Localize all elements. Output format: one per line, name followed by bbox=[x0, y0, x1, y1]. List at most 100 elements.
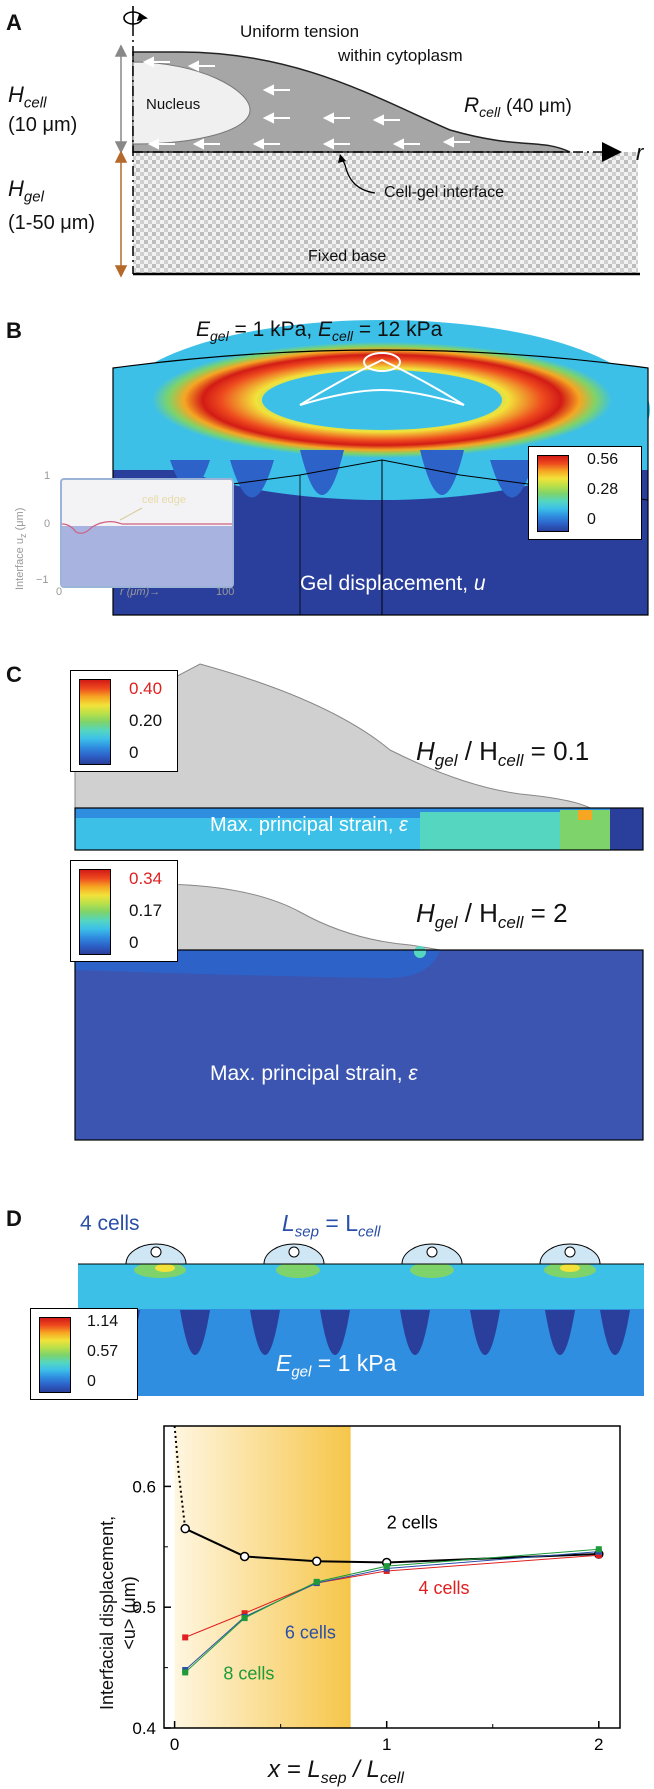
chart-ylabel-line2: <u> (μm) bbox=[119, 1576, 139, 1650]
bottom-ratio-a: H bbox=[416, 898, 435, 928]
colorbar-d: 1.14 0.57 0 bbox=[30, 1308, 138, 1400]
fixed-base-label: Fixed base bbox=[308, 248, 387, 265]
egel-label: Egel = 1 kPa bbox=[276, 1350, 396, 1381]
bottom-ratio-b-sub: cell bbox=[497, 913, 524, 933]
colorbar-c-bottom: 0.34 0.17 0 bbox=[70, 860, 178, 962]
inset-annotation: cell edge bbox=[142, 494, 187, 506]
lsep-label: Lsep = Lcell bbox=[282, 1210, 381, 1241]
h-gel-value: (1-50 μm) bbox=[8, 212, 96, 234]
egel-val: = 1 kPa bbox=[311, 1350, 397, 1376]
y-tick-label-2: 0.6 bbox=[132, 1477, 156, 1496]
lsep-eq: = L bbox=[318, 1210, 358, 1236]
panel-d-contour bbox=[78, 1243, 644, 1396]
series-point-3-0 bbox=[182, 1669, 189, 1676]
bottom-strain-text: Max. principal strain, bbox=[210, 1062, 409, 1085]
colorbar-b-scale bbox=[537, 455, 569, 532]
colorbar-b-mid: 0.28 bbox=[587, 481, 619, 498]
panel-c-letter: C bbox=[6, 662, 22, 687]
gel-block bbox=[133, 152, 638, 274]
colorbar-c-bottom-max: 0.34 bbox=[129, 869, 163, 888]
h-gel-label: Hgel bbox=[8, 176, 44, 205]
inset-fill bbox=[62, 526, 232, 586]
panel-a-letter: A bbox=[6, 10, 22, 35]
panel-c: C 0.40 0.20 0 Hgel / Hcell = 0.1 Max. pr… bbox=[0, 660, 654, 1160]
d-nuclei bbox=[150, 1246, 576, 1258]
series-point-1-4 bbox=[595, 1552, 602, 1559]
series-point-3-1 bbox=[241, 1615, 248, 1622]
x-tick-label-0: 0 bbox=[170, 1735, 179, 1754]
title-e-gel-val: = 1 kPa, bbox=[228, 318, 319, 341]
x-tick-label-1: 1 bbox=[382, 1735, 391, 1754]
colorbar-c-top: 0.40 0.20 0 bbox=[70, 670, 178, 772]
chart-ylabel-line1: Interfacial displacement, bbox=[97, 1515, 117, 1710]
r-cell-label: Rcell (40 μm) bbox=[464, 94, 572, 120]
top-strain-text: Max. principal strain, bbox=[210, 814, 399, 836]
chart-xlabel-x: x bbox=[268, 1756, 280, 1783]
panel-d: D 4 cells Lsep = Lcell Egel = 1 kPa 1.14… bbox=[0, 1200, 654, 1400]
colorbar-c-top-min: 0 bbox=[129, 743, 139, 762]
bottom-ratio-b: / H bbox=[457, 898, 498, 928]
colorbar-d-scale bbox=[39, 1317, 71, 1393]
title-e-gel: E bbox=[196, 318, 211, 341]
series-point-1-0 bbox=[182, 1634, 189, 1641]
inset-xtick-0: 0 bbox=[56, 586, 63, 598]
inset-ylabel: Interface uz (μm) bbox=[14, 508, 28, 590]
h-cell-value: (10 μm) bbox=[8, 114, 78, 136]
chart-xlabel-sep: sep bbox=[320, 1769, 347, 1787]
series-label-0: 2 cells bbox=[387, 1513, 438, 1533]
series-label-3: 8 cells bbox=[223, 1664, 274, 1684]
colorbar-c-bottom-mid: 0.17 bbox=[129, 901, 163, 920]
title-e-cell-val: = 12 kPa bbox=[353, 318, 443, 341]
cells-count-label: 4 cells bbox=[80, 1212, 140, 1235]
inset-ylabel-text: Interface u bbox=[14, 538, 26, 590]
rotation-icon bbox=[123, 6, 148, 26]
inset-ytick-1: 1 bbox=[44, 470, 51, 482]
bottom-strain-label: Max. principal strain, ε bbox=[210, 1062, 418, 1086]
inset-ytick-0: 0 bbox=[44, 518, 51, 530]
series-point-0-1 bbox=[239, 1551, 250, 1562]
r-axis-label: r bbox=[636, 140, 644, 165]
panel-b-letter: B bbox=[6, 318, 22, 343]
gel-displacement-text: Gel displacement, bbox=[300, 572, 474, 595]
limit-curve bbox=[173, 1425, 187, 1529]
y-tick-label-0: 0.4 bbox=[132, 1719, 156, 1738]
nucleus-shape bbox=[132, 61, 251, 145]
plot-frame bbox=[163, 1425, 621, 1729]
series-point-3-3 bbox=[383, 1563, 390, 1570]
d-peaks bbox=[155, 1264, 580, 1272]
colorbar-b-max: 0.56 bbox=[587, 451, 619, 468]
series-label-1: 4 cells bbox=[419, 1578, 470, 1598]
inset-ylabel-sub: z bbox=[18, 533, 29, 539]
r-cell-value: (40 μm) bbox=[506, 96, 572, 117]
colorbar-c-top-max: 0.40 bbox=[129, 679, 163, 698]
interface-label: Cell-gel interface bbox=[384, 184, 505, 201]
colorbar-c-bottom-scale bbox=[79, 869, 111, 955]
interfacial-displacement-chart: 0 1 2 0.4 0.5 0.6 2 cells 4 cells 6 cells 8 cells bbox=[132, 1425, 621, 1754]
bottom-ratio-label: Hgel / Hcell = 2 bbox=[416, 898, 568, 933]
chart-xlabel-eq: = L bbox=[280, 1756, 321, 1783]
top-ratio-val: = 0.1 bbox=[523, 736, 590, 766]
h-cell-label: Hcell bbox=[8, 82, 46, 111]
series-label-2: 6 cells bbox=[285, 1623, 336, 1643]
h-gel-subscript: gel bbox=[23, 188, 44, 206]
panel-c-contours bbox=[74, 663, 644, 1141]
panel-d-chart: 0 1 2 0.4 0.5 0.6 2 cells 4 cells 6 cells 8 cells… bbox=[0, 1410, 654, 1789]
inset-xlabel: r (μm)→ bbox=[120, 586, 161, 598]
bottom-ratio-val: = 2 bbox=[523, 898, 568, 928]
egel-sub: gel bbox=[291, 1363, 312, 1381]
inset-plot: cell edge bbox=[60, 478, 234, 588]
y-tick-label-1: 0.5 bbox=[132, 1598, 156, 1617]
top-ratio-a: H bbox=[416, 736, 435, 766]
colorbar-d-max: 1.14 bbox=[87, 1313, 119, 1330]
title-e-cell: E bbox=[318, 318, 333, 341]
egel-symbol: E bbox=[276, 1350, 292, 1376]
panel-a-diagram bbox=[114, 6, 640, 278]
lsep-a: L bbox=[282, 1210, 295, 1236]
colorbar-d-min: 0 bbox=[87, 1373, 96, 1390]
h-cell-symbol: H bbox=[8, 82, 24, 107]
inset-curve bbox=[62, 507, 232, 534]
series-point-0-2 bbox=[311, 1556, 322, 1567]
tension-label-1: Uniform tension bbox=[240, 22, 360, 41]
shaded-region bbox=[174, 1426, 351, 1728]
bottom-strain-var: ε bbox=[408, 1062, 418, 1085]
